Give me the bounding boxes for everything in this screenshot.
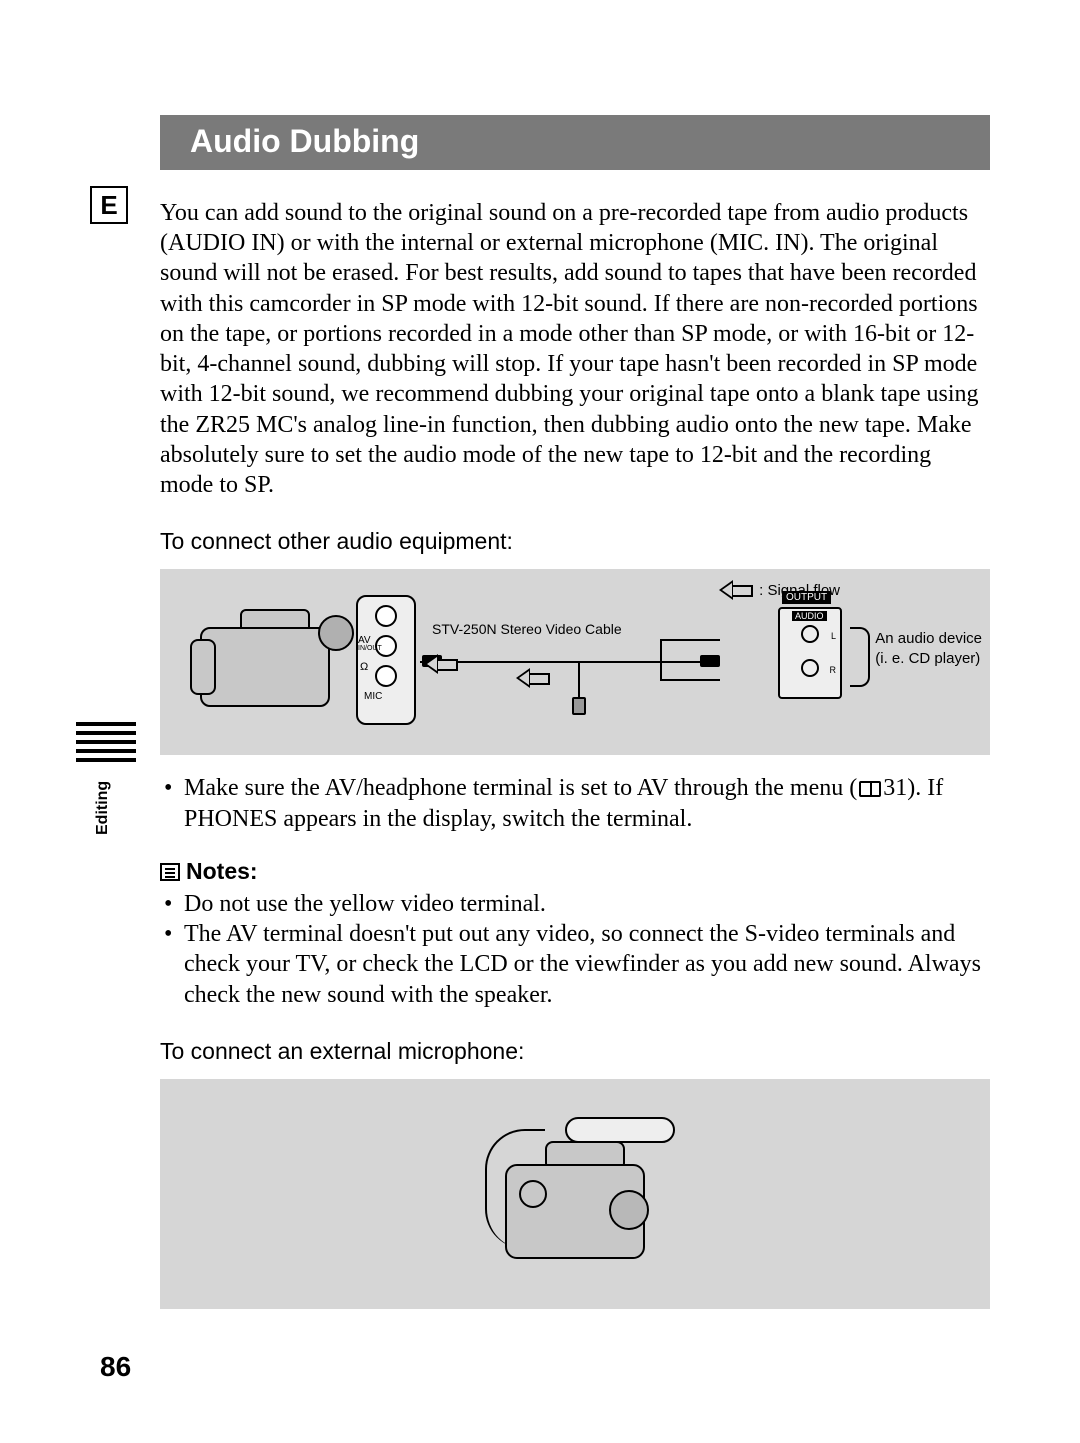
cable-split-bottom: [660, 679, 720, 681]
headphone-icon: Ω: [360, 661, 368, 673]
section-title-bar: Audio Dubbing: [160, 115, 990, 170]
output-label: OUTPUT: [782, 591, 831, 604]
side-lines-decoration: [76, 722, 136, 767]
signal-arrow-2-icon: [516, 669, 550, 687]
cable-split-vert: [660, 639, 662, 681]
port-panel-icon: [356, 595, 416, 725]
signal-arrow-1-icon: [424, 655, 458, 673]
note-2: The AV terminal doesn't put out any vide…: [160, 919, 990, 1010]
bullet1-part-a: Make sure the AV/headphone terminal is s…: [184, 775, 857, 801]
intro-paragraph: You can add sound to the original sound …: [160, 198, 990, 500]
camcorder-icon: [190, 597, 350, 717]
note-1: Do not use the yellow video terminal.: [160, 889, 990, 919]
section-title: Audio Dubbing: [190, 123, 419, 159]
mode-box: E: [90, 186, 128, 224]
book-icon: [859, 781, 881, 797]
plug-right-icon: [700, 655, 720, 667]
inout-label: IN/OUT: [358, 645, 382, 652]
hanging-plug-line: [578, 661, 580, 701]
bracket-icon: [850, 627, 870, 687]
hanging-plug-icon: [572, 697, 586, 715]
main-column: You can add sound to the original sound …: [160, 198, 990, 1309]
audio-label: AUDIO: [792, 611, 827, 621]
cable-line: [420, 661, 720, 663]
mic-label: MIC: [364, 691, 382, 702]
subhead-connect-mic: To connect an external microphone:: [160, 1038, 990, 1065]
audio-device-text: An audio device (i. e. CD player): [875, 629, 982, 668]
page: Audio Dubbing E You can add sound to the…: [0, 0, 1080, 1443]
output-box-icon: OUTPUT AUDIO L R: [778, 607, 842, 699]
cable-split-top: [660, 639, 720, 641]
mode-letter: E: [100, 190, 117, 220]
bullet-av-terminal: Make sure the AV/headphone terminal is s…: [160, 773, 990, 833]
notes-heading: Notes:: [160, 858, 990, 885]
cable-label: STV-250N Stereo Video Cable: [432, 621, 622, 637]
device-example: (i. e. CD player): [875, 650, 980, 667]
post-diagram-bullets: Make sure the AV/headphone terminal is s…: [160, 773, 990, 833]
r-label: R: [830, 665, 837, 675]
notes-label: Notes:: [186, 858, 258, 884]
subhead-connect-audio: To connect other audio equipment:: [160, 528, 990, 555]
notes-list: Do not use the yellow video terminal. Th…: [160, 889, 990, 1010]
page-number: 86: [100, 1351, 131, 1383]
editing-side-label: Editing: [94, 781, 112, 835]
camcorder-with-mic-icon: [475, 1109, 675, 1279]
notes-icon: [160, 863, 180, 881]
l-label: L: [831, 631, 836, 641]
diagram-external-mic: [160, 1079, 990, 1309]
device-label: An audio device: [875, 630, 982, 647]
diagram-audio-connection: AV IN/OUT Ω MIC STV-250N Stereo Video Ca…: [160, 569, 990, 755]
